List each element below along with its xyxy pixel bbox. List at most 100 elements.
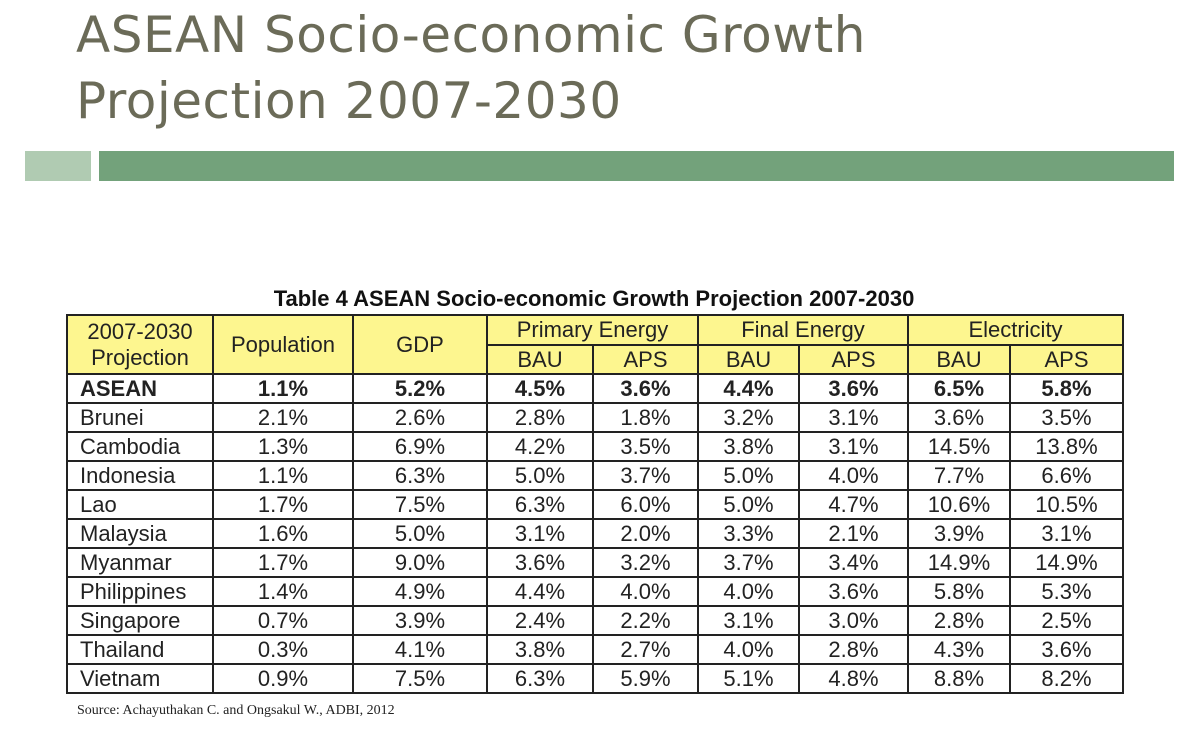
table-cell: 10.6%	[907, 489, 1011, 520]
table-cell: 3.5%	[592, 431, 699, 462]
header-projection-line-2: Projection	[91, 344, 189, 370]
slide-title: ASEAN Socio-economic Growth Projection 2…	[76, 2, 1176, 134]
table-cell: 3.6%	[592, 373, 699, 404]
table-cell: 2.5%	[1009, 605, 1124, 636]
table-cell: 1.6%	[212, 518, 354, 549]
table-cell: 4.0%	[697, 576, 800, 607]
table-caption: Table 4 ASEAN Socio-economic Growth Proj…	[273, 286, 915, 311]
header-primary-energy: Primary Energy	[486, 314, 699, 346]
source-note: Source: Achayuthakan C. and Ongsakul W.,…	[77, 703, 395, 718]
table-cell: 4.3%	[907, 634, 1011, 665]
table-cell: 2.6%	[352, 402, 488, 433]
header-final-energy: Final Energy	[697, 314, 909, 346]
table-cell: 6.3%	[486, 663, 594, 694]
table-cell: 2.0%	[592, 518, 699, 549]
table-header-row-1: 2007-2030 Projection Population GDP Prim…	[66, 314, 1124, 375]
table-cell: 3.1%	[798, 431, 909, 462]
table-cell: 0.3%	[212, 634, 354, 665]
table-cell: 6.0%	[592, 489, 699, 520]
table-cell: 3.6%	[798, 576, 909, 607]
table-cell: 3.6%	[1009, 634, 1124, 665]
table-cell: 3.1%	[486, 518, 594, 549]
table-body: ASEAN 1.1% 5.2% 4.5% 3.6% 4.4% 3.6% 6.5% 5.8% Bru…	[66, 373, 1124, 694]
row-label: Brunei	[66, 402, 214, 433]
table-cell: 14.5%	[907, 431, 1011, 462]
table-cell: 6.5%	[907, 373, 1011, 404]
table-cell: 1.7%	[212, 547, 354, 578]
table-cell: 5.9%	[592, 663, 699, 694]
slide-title-line-1: ASEAN Socio-economic Growth	[76, 6, 866, 64]
table-cell: 7.5%	[352, 489, 488, 520]
table-cell: 3.1%	[1009, 518, 1124, 549]
table-cell: 1.4%	[212, 576, 354, 607]
row-label: Vietnam	[66, 663, 214, 694]
table-cell: 3.7%	[697, 547, 800, 578]
table-cell: 2.4%	[486, 605, 594, 636]
table-cell: 14.9%	[1009, 547, 1124, 578]
table-cell: 3.8%	[697, 431, 800, 462]
table-row: Brunei 2.1% 2.6% 2.8% 1.8% 3.2% 3.1% 3.6% 3.5%	[66, 402, 1124, 433]
table-row: Malaysia 1.6% 5.0% 3.1% 2.0% 3.3% 2.1% 3.9% 3.1%	[66, 518, 1124, 549]
table-cell: 4.9%	[352, 576, 488, 607]
table-cell: 3.6%	[907, 402, 1011, 433]
table-cell: 4.1%	[352, 634, 488, 665]
table-cell: 6.3%	[352, 460, 488, 491]
row-label: Cambodia	[66, 431, 214, 462]
header-gdp: GDP	[352, 314, 488, 375]
table-cell: 14.9%	[907, 547, 1011, 578]
table-cell: 4.0%	[592, 576, 699, 607]
row-label: Lao	[66, 489, 214, 520]
row-label: Myanmar	[66, 547, 214, 578]
row-label: Singapore	[66, 605, 214, 636]
growth-projection-table: 2007-2030 Projection Population GDP Prim…	[66, 314, 1124, 694]
header-population: Population	[212, 314, 354, 375]
table-row: Vietnam 0.9% 7.5% 6.3% 5.9% 5.1% 4.8% 8.8% 8.2%	[66, 663, 1124, 694]
table-cell: 10.5%	[1009, 489, 1124, 520]
table-cell: 7.5%	[352, 663, 488, 694]
header-electricity-aps: APS	[1009, 344, 1124, 375]
table-cell: 0.7%	[212, 605, 354, 636]
table-cell: 3.1%	[798, 402, 909, 433]
table-cell: 3.6%	[486, 547, 594, 578]
table-cell: 5.0%	[486, 460, 594, 491]
table-cell: 4.4%	[697, 373, 800, 404]
table-cell: 5.0%	[697, 489, 800, 520]
title-accent-bar-light	[25, 151, 91, 181]
table-cell: 5.8%	[907, 576, 1011, 607]
table-cell: 3.7%	[592, 460, 699, 491]
row-label: Indonesia	[66, 460, 214, 491]
table-row: ASEAN 1.1% 5.2% 4.5% 3.6% 4.4% 3.6% 6.5% 5.8%	[66, 373, 1124, 404]
table-cell: 2.2%	[592, 605, 699, 636]
table-cell: 1.1%	[212, 460, 354, 491]
header-final-aps: APS	[798, 344, 909, 375]
row-label: Philippines	[66, 576, 214, 607]
table-cell: 8.2%	[1009, 663, 1124, 694]
slide-title-line-2: Projection 2007-2030	[76, 72, 622, 130]
table-cell: 3.2%	[592, 547, 699, 578]
table-cell: 5.8%	[1009, 373, 1124, 404]
table-cell: 2.8%	[907, 605, 1011, 636]
table-cell: 1.1%	[212, 373, 354, 404]
table-cell: 5.1%	[697, 663, 800, 694]
table-cell: 0.9%	[212, 663, 354, 694]
header-primary-aps: APS	[592, 344, 699, 375]
table-cell: 3.4%	[798, 547, 909, 578]
table-cell: 5.0%	[697, 460, 800, 491]
table-cell: 1.8%	[592, 402, 699, 433]
row-label: Malaysia	[66, 518, 214, 549]
table-row: Indonesia 1.1% 6.3% 5.0% 3.7% 5.0% 4.0% 7.7% 6.6…	[66, 460, 1124, 491]
table-cell: 3.8%	[486, 634, 594, 665]
table-cell: 4.8%	[798, 663, 909, 694]
table-cell: 2.1%	[212, 402, 354, 433]
table-cell: 9.0%	[352, 547, 488, 578]
table-row: Philippines 1.4% 4.9% 4.4% 4.0% 4.0% 3.6% 5.8% 5…	[66, 576, 1124, 607]
table-cell: 1.3%	[212, 431, 354, 462]
table-header-row-2: BAU APS BAU APS BAU APS	[67, 344, 1124, 375]
header-projection-line-1: 2007-2030	[87, 318, 193, 344]
table-cell: 6.3%	[486, 489, 594, 520]
table-cell: 2.8%	[798, 634, 909, 665]
table-cell: 8.8%	[907, 663, 1011, 694]
row-label: Thailand	[66, 634, 214, 665]
table-cell: 3.9%	[352, 605, 488, 636]
table-cell: 2.1%	[798, 518, 909, 549]
